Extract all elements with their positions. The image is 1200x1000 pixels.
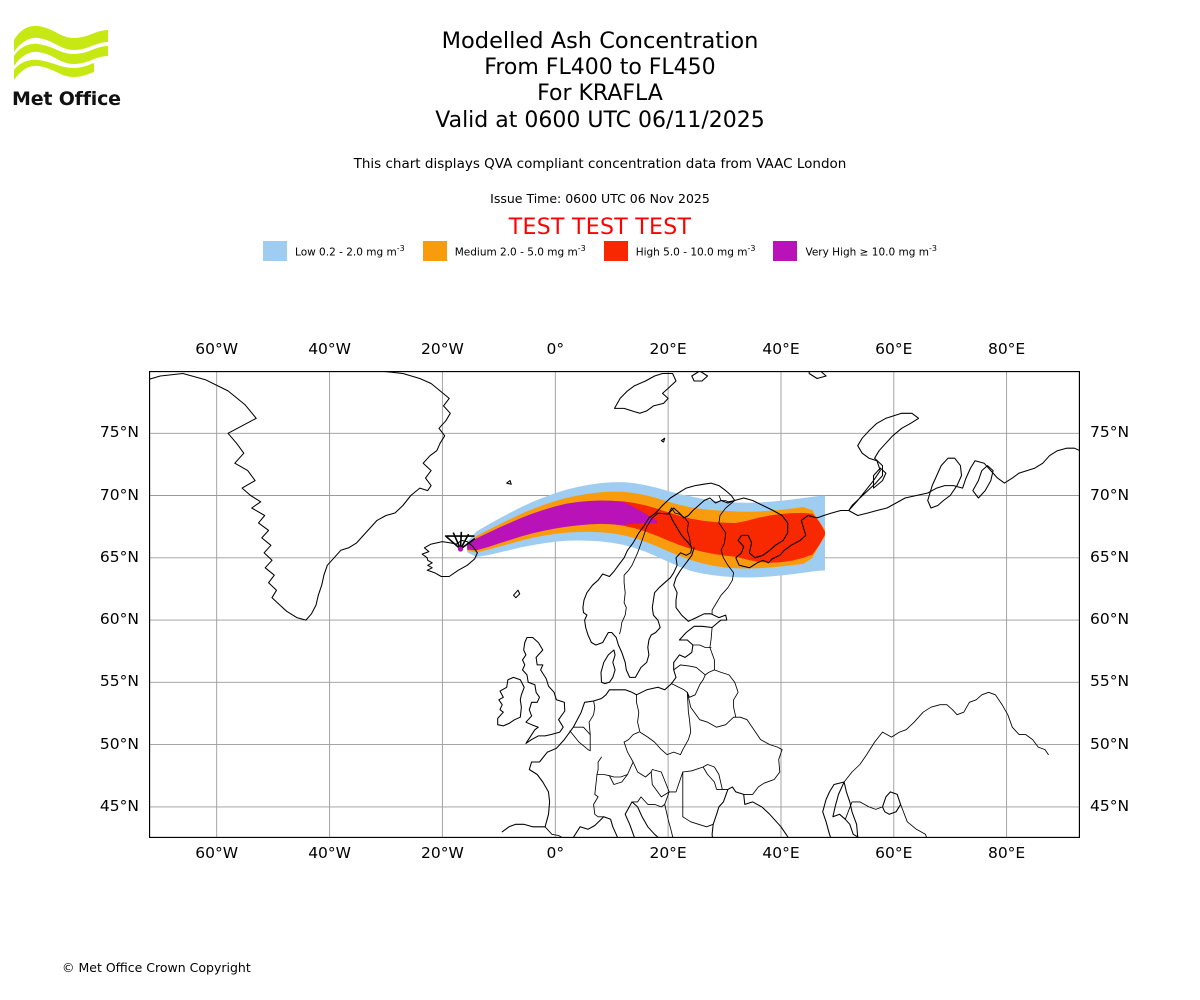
lon-tick-bottom-1: 40°W xyxy=(308,844,351,862)
lat-tick-right-1: 70°N xyxy=(1090,485,1130,504)
lon-tick-top-6: 60°E xyxy=(875,340,913,358)
chart-subtitle: This chart displays QVA compliant concen… xyxy=(353,156,847,172)
lat-tick-right-2: 65°N xyxy=(1090,547,1130,566)
lon-tick-top-4: 20°E xyxy=(649,340,687,358)
lat-tick-right-4: 55°N xyxy=(1090,672,1130,691)
title-line-1: Modelled Ash Concentration xyxy=(441,28,759,54)
met-office-waves-icon xyxy=(14,25,108,80)
lon-tick-bottom-3: 0° xyxy=(546,844,565,862)
lon-tick-bottom-7: 80°E xyxy=(987,844,1026,862)
lat-tick-right-0: 75°N xyxy=(1090,423,1130,442)
source-marker-krafla xyxy=(444,531,476,552)
test-banner: TEST TEST TEST xyxy=(508,215,692,240)
legend-item-low: Low 0.2 - 2.0 mg m-3 xyxy=(263,241,405,261)
legend-swatch-very-high xyxy=(773,241,798,261)
plume-band-very-high xyxy=(467,500,657,551)
legend-item-very-high: Very High ≥ 10.0 mg m-3 xyxy=(773,241,937,261)
legend-sup-very-high: -3 xyxy=(928,243,937,253)
lat-tick-right-3: 60°N xyxy=(1090,610,1130,629)
lat-tick-left-0: 75°N xyxy=(99,423,139,442)
legend-label-medium: Medium 2.0 - 5.0 mg m xyxy=(454,246,578,259)
lon-tick-bottom-2: 20°W xyxy=(420,844,464,862)
lon-tick-top-0: 60°W xyxy=(195,340,239,358)
legend-swatch-low xyxy=(263,241,288,261)
met-office-logo: Met Office xyxy=(12,20,122,110)
legend-sup-low: -3 xyxy=(396,243,405,253)
page-title: Modelled Ash Concentration From FL400 to… xyxy=(0,28,1200,134)
legend-item-high: High 5.0 - 10.0 mg m-3 xyxy=(603,241,756,261)
title-line-3: For KRAFLA xyxy=(537,81,663,106)
lat-tick-left-5: 50°N xyxy=(99,734,139,753)
lat-tick-left-4: 55°N xyxy=(99,672,139,691)
map-background xyxy=(149,371,1080,838)
lon-tick-top-3: 0° xyxy=(546,340,565,358)
lat-tick-right-5: 50°N xyxy=(1090,734,1130,753)
legend-label-low: Low 0.2 - 2.0 mg m xyxy=(295,246,397,259)
lon-tick-bottom-6: 60°E xyxy=(875,844,913,862)
lon-tick-bottom-4: 20°E xyxy=(649,844,687,862)
lat-tick-left-1: 70°N xyxy=(99,485,139,504)
map-canvas[interactable] xyxy=(149,371,1080,838)
legend-label-high: High 5.0 - 10.0 mg m xyxy=(635,246,748,259)
lon-tick-top-2: 20°W xyxy=(420,340,464,358)
lon-tick-top-5: 40°E xyxy=(762,340,800,358)
brand-name: Met Office xyxy=(12,88,121,110)
legend-swatch-high xyxy=(603,241,628,261)
lon-tick-bottom-5: 40°E xyxy=(762,844,800,862)
lat-tick-left-6: 45°N xyxy=(99,796,139,815)
legend-swatch-medium xyxy=(422,241,447,261)
legend-label-very-high: Very High ≥ 10.0 mg m xyxy=(805,246,929,259)
legend-sup-medium: -3 xyxy=(577,243,586,253)
copyright-notice: © Met Office Crown Copyright xyxy=(62,960,251,975)
map-frame xyxy=(149,371,1080,838)
lat-tick-left-2: 65°N xyxy=(99,547,139,566)
issue-time: Issue Time: 0600 UTC 06 Nov 2025 xyxy=(490,191,710,206)
coastlines xyxy=(149,371,1080,838)
lat-tick-right-6: 45°N xyxy=(1090,796,1130,815)
legend-sup-high: -3 xyxy=(747,243,756,253)
legend-item-medium: Medium 2.0 - 5.0 mg m-3 xyxy=(422,241,586,261)
lon-tick-bottom-0: 60°W xyxy=(195,844,239,862)
legend: Low 0.2 - 2.0 mg m-3 Medium 2.0 - 5.0 mg… xyxy=(0,241,1200,261)
lat-tick-left-3: 60°N xyxy=(99,610,139,629)
title-line-2: From FL400 to FL450 xyxy=(484,54,716,80)
lon-tick-top-7: 80°E xyxy=(987,340,1026,358)
lon-tick-top-1: 40°W xyxy=(308,340,351,358)
title-line-4: Valid at 0600 UTC 06/11/2025 xyxy=(435,107,765,133)
